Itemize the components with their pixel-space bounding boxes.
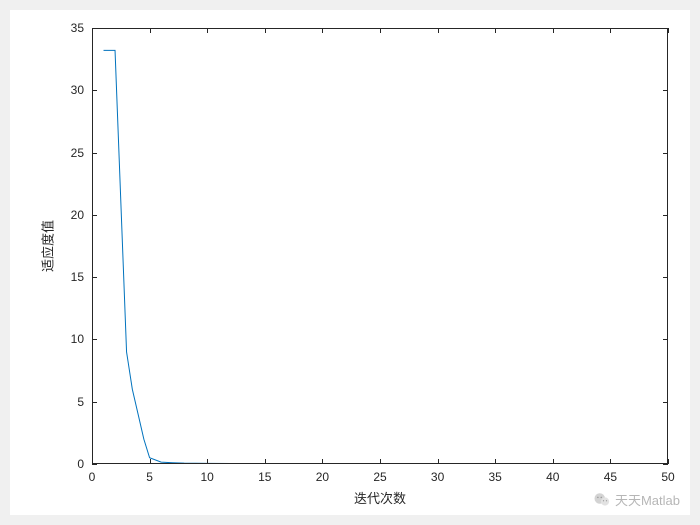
y-tick-label: 35: [71, 21, 84, 35]
y-tick-mark: [92, 28, 97, 29]
x-tick-mark: [322, 28, 323, 33]
x-tick-mark: [207, 28, 208, 33]
x-tick-mark: [265, 459, 266, 464]
y-tick-mark: [92, 90, 97, 91]
y-tick-mark: [92, 464, 97, 465]
watermark-text: 天天Matlab: [615, 490, 680, 509]
x-tick-mark: [438, 28, 439, 33]
x-axis-label: 迭代次数: [354, 488, 406, 507]
x-tick-label: 20: [316, 470, 329, 484]
x-tick-mark: [150, 28, 151, 33]
x-tick-label: 50: [661, 470, 674, 484]
series-line: [104, 50, 668, 464]
x-tick-mark: [553, 28, 554, 33]
x-tick-mark: [495, 28, 496, 33]
y-tick-mark: [663, 153, 668, 154]
y-tick-mark: [663, 339, 668, 340]
x-tick-mark: [380, 28, 381, 33]
x-tick-label: 0: [89, 470, 96, 484]
x-tick-label: 35: [489, 470, 502, 484]
y-tick-mark: [92, 153, 97, 154]
y-tick-label: 25: [71, 146, 84, 160]
x-tick-mark: [553, 459, 554, 464]
wechat-icon: [593, 491, 611, 509]
y-tick-label: 10: [71, 332, 84, 346]
y-tick-mark: [92, 402, 97, 403]
y-tick-label: 5: [77, 395, 84, 409]
y-tick-mark: [92, 215, 97, 216]
y-tick-mark: [663, 402, 668, 403]
y-tick-label: 20: [71, 208, 84, 222]
x-tick-label: 45: [604, 470, 617, 484]
y-tick-mark: [92, 339, 97, 340]
y-tick-mark: [663, 90, 668, 91]
x-tick-mark: [610, 28, 611, 33]
x-tick-mark: [150, 459, 151, 464]
x-tick-mark: [610, 459, 611, 464]
y-tick-label: 30: [71, 83, 84, 97]
y-tick-mark: [92, 277, 97, 278]
plot-area: [92, 28, 668, 464]
x-tick-label: 40: [546, 470, 559, 484]
y-tick-label: 0: [77, 457, 84, 471]
line-chart-svg: [92, 28, 668, 464]
x-tick-label: 30: [431, 470, 444, 484]
figure-panel: 0 5 10 15 20 25 30 35 40 45 50 0 5 10 15 20 25 30 35 迭代次数…: [10, 10, 690, 515]
x-tick-mark: [438, 459, 439, 464]
x-tick-mark: [265, 28, 266, 33]
y-tick-label: 15: [71, 270, 84, 284]
x-tick-label: 15: [258, 470, 271, 484]
y-tick-mark: [663, 464, 668, 465]
x-tick-mark: [207, 459, 208, 464]
watermark: 天天Matlab: [593, 490, 680, 509]
y-tick-mark: [663, 28, 668, 29]
x-tick-mark: [322, 459, 323, 464]
y-tick-mark: [663, 215, 668, 216]
x-tick-mark: [380, 459, 381, 464]
x-tick-label: 5: [146, 470, 153, 484]
x-tick-label: 10: [201, 470, 214, 484]
y-axis-label: 适应度值: [38, 220, 57, 272]
x-tick-mark: [668, 28, 669, 33]
x-tick-label: 25: [373, 470, 386, 484]
x-tick-mark: [668, 459, 669, 464]
x-tick-mark: [495, 459, 496, 464]
y-tick-mark: [663, 277, 668, 278]
